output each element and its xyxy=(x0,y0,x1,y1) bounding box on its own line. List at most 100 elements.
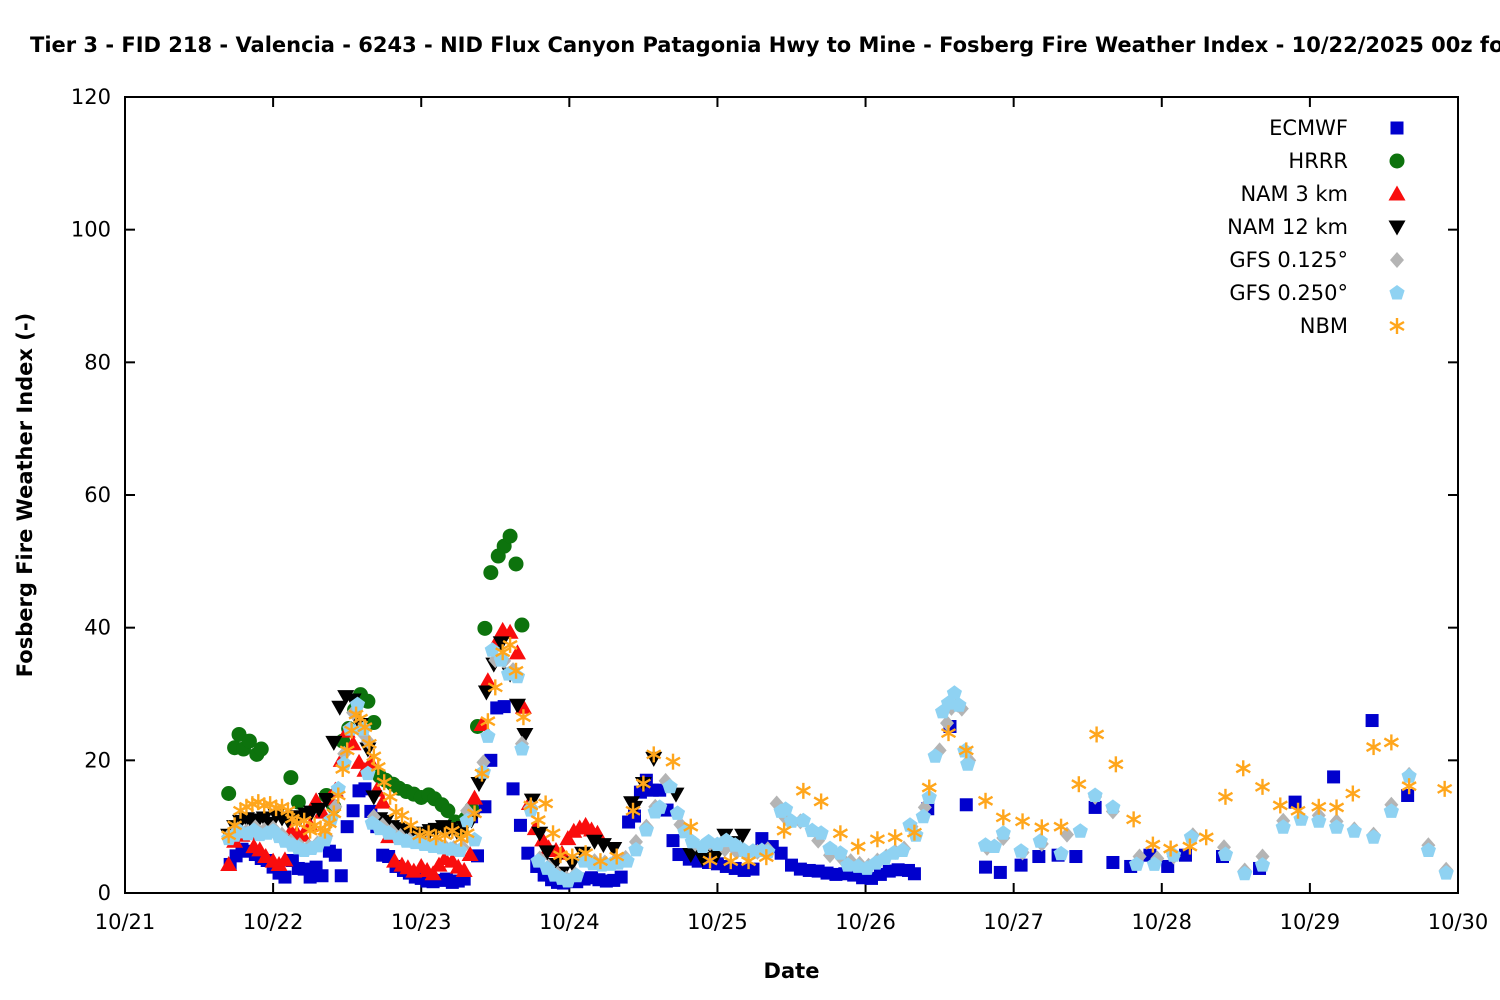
data-point xyxy=(776,822,792,839)
data-point xyxy=(455,861,473,877)
data-point xyxy=(328,848,342,862)
data-point xyxy=(360,693,376,709)
data-point xyxy=(340,820,354,834)
data-point xyxy=(444,822,460,839)
data-point xyxy=(466,789,484,805)
y-tick-label: 100 xyxy=(71,218,111,242)
data-point xyxy=(508,556,524,572)
data-point xyxy=(614,870,628,884)
data-point xyxy=(662,778,678,794)
data-point xyxy=(635,775,651,792)
data-point xyxy=(241,733,257,749)
data-point xyxy=(459,825,475,842)
legend-marker-pentagon-icon xyxy=(1389,285,1405,300)
data-point xyxy=(891,863,905,877)
data-point xyxy=(1014,813,1031,830)
data-point xyxy=(325,735,343,751)
data-point xyxy=(758,849,774,866)
data-point xyxy=(477,620,493,636)
x-axis-title: Date xyxy=(764,959,820,983)
data-point xyxy=(370,758,386,775)
data-point xyxy=(278,870,292,884)
data-point xyxy=(515,709,532,726)
data-point xyxy=(1366,829,1382,844)
data-point xyxy=(1383,803,1399,818)
data-point xyxy=(1365,739,1382,756)
data-point xyxy=(545,825,561,842)
data-point xyxy=(495,644,511,661)
data-point xyxy=(1146,856,1162,871)
data-point xyxy=(1401,778,1417,795)
data-point xyxy=(470,777,488,793)
chart-title: Tier 3 - FID 218 - Valencia - 6243 - NID… xyxy=(30,33,1500,57)
data-point xyxy=(921,779,937,796)
data-point xyxy=(361,735,377,752)
data-point xyxy=(1254,857,1271,872)
data-point xyxy=(832,845,848,860)
data-point xyxy=(344,722,360,739)
data-point xyxy=(979,860,993,874)
data-point xyxy=(666,834,680,848)
data-point xyxy=(774,846,788,860)
x-tick-label: 10/22 xyxy=(243,910,304,934)
data-point xyxy=(501,623,519,639)
x-tick-label: 10/28 xyxy=(1132,910,1193,934)
data-point xyxy=(452,842,468,857)
data-point xyxy=(1401,788,1415,802)
data-point xyxy=(479,672,497,688)
data-point xyxy=(594,838,612,854)
data-point xyxy=(813,825,829,840)
data-point xyxy=(832,825,848,842)
data-point xyxy=(530,812,546,829)
data-point xyxy=(303,870,317,884)
data-point xyxy=(276,851,294,867)
data-point xyxy=(755,832,769,846)
data-point xyxy=(374,793,392,809)
data-point xyxy=(959,798,973,812)
data-point xyxy=(1272,797,1288,814)
data-point xyxy=(530,853,546,868)
data-point xyxy=(315,869,329,883)
data-point xyxy=(253,741,269,757)
data-point xyxy=(940,725,957,742)
data-point xyxy=(1032,833,1048,848)
legend-marker-diamond-icon xyxy=(1390,252,1404,268)
x-tick-label: 10/29 xyxy=(1280,910,1341,934)
data-point xyxy=(339,742,355,759)
data-point xyxy=(951,697,967,712)
data-point xyxy=(227,817,243,834)
data-point xyxy=(993,865,1007,879)
data-point xyxy=(960,756,976,771)
data-point xyxy=(428,829,444,846)
data-point xyxy=(335,760,351,777)
data-point xyxy=(850,838,866,855)
data-point xyxy=(516,727,534,743)
data-point xyxy=(638,822,654,837)
data-point xyxy=(1126,811,1142,828)
x-tick-label: 10/27 xyxy=(983,910,1044,934)
data-point xyxy=(652,799,668,814)
data-point xyxy=(506,782,520,796)
data-point xyxy=(508,698,526,714)
legend-marker-circle-icon xyxy=(1389,153,1405,169)
data-point xyxy=(1346,823,1362,838)
data-point xyxy=(424,865,442,881)
data-point xyxy=(1198,829,1214,846)
data-point xyxy=(497,700,511,714)
data-point xyxy=(514,741,530,756)
x-axis: 10/21 10/22 10/23 10/24 10/25 10/26 10/27 10/28… xyxy=(95,97,1488,934)
data-point xyxy=(412,827,428,844)
legend-label-nam-3-km: NAM 3 km xyxy=(1240,182,1348,206)
series-nbm xyxy=(221,636,1453,870)
data-point xyxy=(1034,819,1050,836)
data-point xyxy=(626,800,644,816)
data-point xyxy=(1217,846,1234,861)
data-point xyxy=(995,809,1011,826)
data-point xyxy=(310,802,328,818)
data-point xyxy=(1106,855,1120,869)
data-point xyxy=(1032,850,1046,864)
data-point xyxy=(628,841,644,857)
data-point xyxy=(220,855,238,871)
